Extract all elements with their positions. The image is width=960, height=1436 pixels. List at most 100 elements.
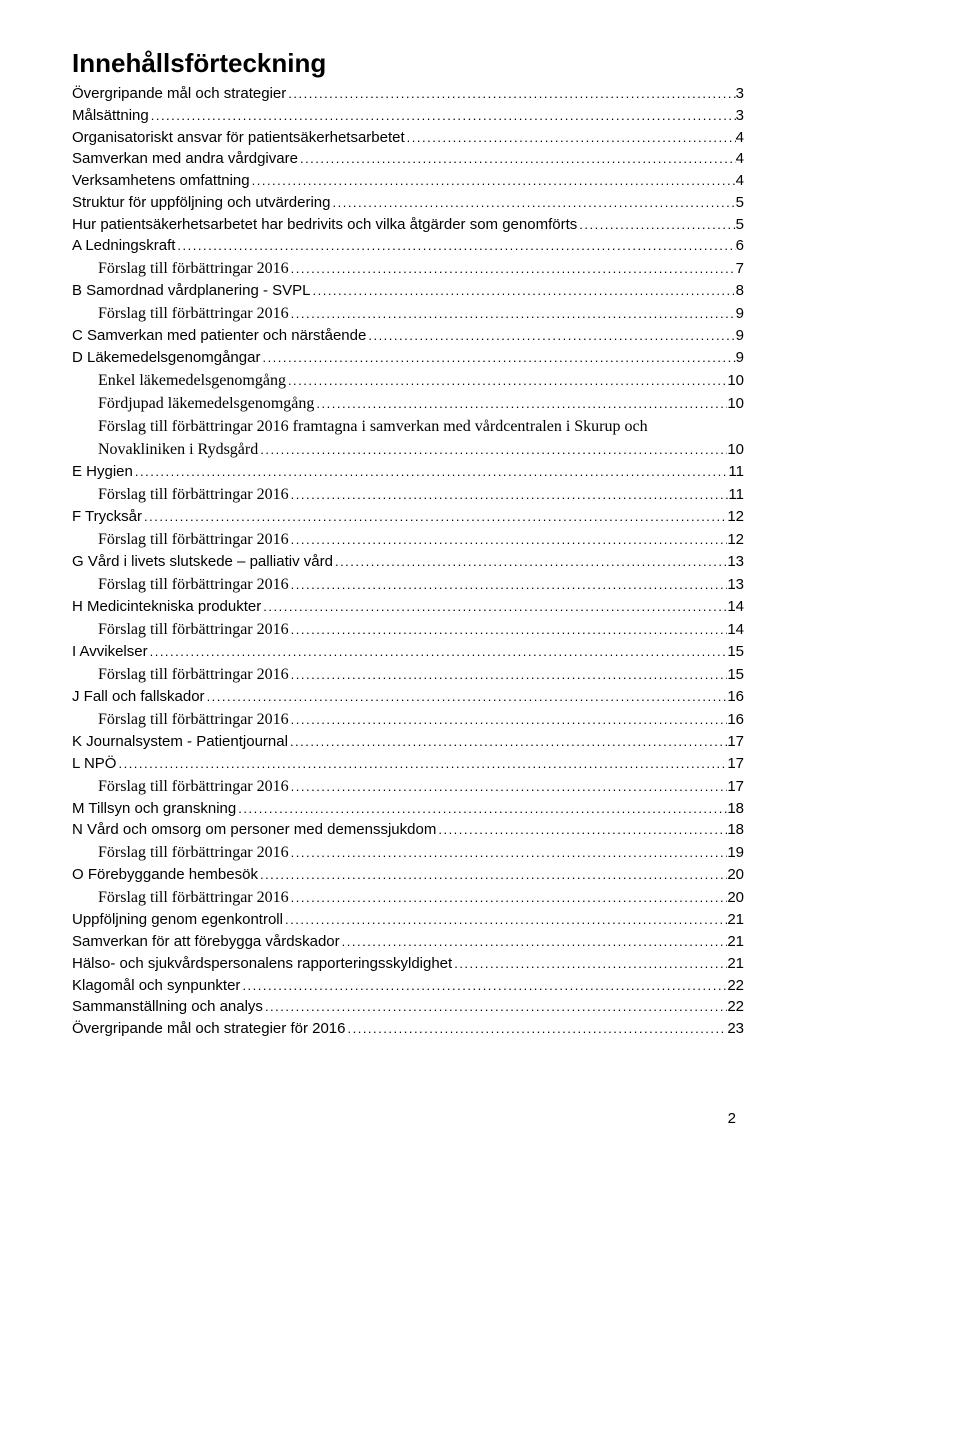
toc-page-number: 10 xyxy=(727,393,744,415)
toc-leader-dots xyxy=(148,643,728,662)
toc-page-number: 14 xyxy=(727,596,744,618)
toc-entry: Fördjupad läkemedelsgenomgång10 xyxy=(72,392,744,415)
toc-entry: Förslag till förbättringar 201615 xyxy=(72,663,744,686)
toc-entry: Klagomål och synpunkter22 xyxy=(72,975,744,997)
toc-text: N Vård och omsorg om personer med demens… xyxy=(72,819,436,841)
toc-entry: J Fall och fallskador 16 xyxy=(72,686,744,708)
toc-text: F Trycksår xyxy=(72,506,142,528)
toc-page-number: 17 xyxy=(727,753,744,775)
toc-text: G Vård i livets slutskede – palliativ vå… xyxy=(72,551,333,573)
toc-leader-dots xyxy=(263,998,727,1017)
toc-entry: L NPÖ 17 xyxy=(72,753,744,775)
toc-entry: Enkel läkemedelsgenomgång 10 xyxy=(72,369,744,392)
toc-page-number: 10 xyxy=(727,439,744,461)
toc-entry: Förslag till förbättringar 201617 xyxy=(72,775,744,798)
toc-page-number: 17 xyxy=(727,776,744,798)
toc-text: I Avvikelser xyxy=(72,641,148,663)
toc-page-number: 21 xyxy=(727,931,744,953)
toc-leader-dots xyxy=(289,711,728,730)
toc-entry: Förslag till förbättringar 20169 xyxy=(72,302,744,325)
toc-leader-dots xyxy=(577,216,735,235)
toc-entry: Förslag till förbättringar 201614 xyxy=(72,618,744,641)
toc-page-number: 3 xyxy=(736,105,744,127)
toc-leader-dots xyxy=(289,778,728,797)
toc-entry: Organisatoriskt ansvar för patientsäkerh… xyxy=(72,127,744,149)
toc-page-number: 21 xyxy=(727,909,744,931)
toc-text: Struktur för uppföljning och utvärdering xyxy=(72,192,330,214)
toc-entry: Förslag till förbättringar 201613 xyxy=(72,573,744,596)
toc-leader-dots xyxy=(286,85,735,104)
toc-page-number: 18 xyxy=(727,798,744,820)
toc-page-number: 9 xyxy=(736,347,744,369)
toc-page-number: 4 xyxy=(736,148,744,170)
toc-page-number: 3 xyxy=(736,83,744,105)
toc-leader-dots xyxy=(340,933,728,952)
toc-title: Innehållsförteckning xyxy=(72,48,744,79)
toc-leader-dots xyxy=(288,733,727,752)
toc-text: D Läkemedelsgenomgångar xyxy=(72,347,260,369)
toc-text: J Fall och fallskador xyxy=(72,686,205,708)
toc-text: Enkel läkemedelsgenomgång xyxy=(98,369,286,392)
document-page: Innehållsförteckning Övergripande mål oc… xyxy=(0,0,816,1175)
toc-text: M Tillsyn och granskning xyxy=(72,798,236,820)
toc-text: Samverkan för att förebygga vårdskador xyxy=(72,931,340,953)
toc-text: Förslag till förbättringar 2016 xyxy=(98,302,289,325)
toc-page-number: 12 xyxy=(727,529,744,551)
toc-page-number: 5 xyxy=(736,192,744,214)
toc-leader-dots xyxy=(260,349,735,368)
toc-page-number: 23 xyxy=(727,1018,744,1040)
toc-leader-dots xyxy=(286,372,727,391)
toc-leader-dots xyxy=(289,305,736,324)
toc-entry: Övergripande mål och strategier för 2016… xyxy=(72,1018,744,1040)
toc-text: H Medicintekniska produkter xyxy=(72,596,261,618)
toc-leader-dots xyxy=(250,172,736,191)
toc-text: Målsättning xyxy=(72,105,149,127)
toc-leader-dots xyxy=(366,327,735,346)
toc-page-number: 4 xyxy=(736,170,744,192)
toc-page-number: 20 xyxy=(727,887,744,909)
toc-page-number: 22 xyxy=(727,975,744,997)
toc-page-number: 20 xyxy=(727,864,744,886)
toc-entry: Samverkan med andra vårdgivare 4 xyxy=(72,148,744,170)
toc-page-number: 4 xyxy=(736,127,744,149)
toc-entry: G Vård i livets slutskede – palliativ vå… xyxy=(72,551,744,573)
toc-text: Förslag till förbättringar 2016 xyxy=(98,573,289,596)
toc-entry: C Samverkan med patienter och närstående… xyxy=(72,325,744,347)
toc-text: C Samverkan med patienter och närstående xyxy=(72,325,366,347)
toc-text: Verksamhetens omfattning xyxy=(72,170,250,192)
toc-page-number: 22 xyxy=(727,996,744,1018)
toc-entry: Struktur för uppföljning och utvärdering… xyxy=(72,192,744,214)
toc-leader-dots xyxy=(289,260,736,279)
toc-text: Förslag till förbättringar 2016 xyxy=(98,483,289,506)
toc-page-number: 16 xyxy=(727,709,744,731)
toc-entry: Målsättning 3 xyxy=(72,105,744,127)
toc-text: Hur patientsäkerhetsarbetet har bedrivit… xyxy=(72,214,577,236)
toc-text: Samverkan med andra vårdgivare xyxy=(72,148,298,170)
toc-text: O Förebyggande hembesök xyxy=(72,864,258,886)
toc-entry: B Samordnad vårdplanering - SVPL8 xyxy=(72,280,744,302)
toc-text: Förslag till förbättringar 2016 xyxy=(98,886,289,909)
toc-leader-dots xyxy=(289,531,728,550)
toc-entry: Förslag till förbättringar 201611 xyxy=(72,483,744,506)
toc-page-number: 16 xyxy=(727,686,744,708)
toc-leader-dots xyxy=(283,911,727,930)
toc-text: A Ledningskraft xyxy=(72,235,175,257)
toc-entry: D Läkemedelsgenomgångar 9 xyxy=(72,347,744,369)
toc-page-number: 21 xyxy=(727,953,744,975)
toc-leader-dots xyxy=(298,150,736,169)
toc-text: Förslag till förbättringar 2016 xyxy=(98,663,289,686)
toc-entry: Samverkan för att förebygga vårdskador 21 xyxy=(72,931,744,953)
toc-entry: Verksamhetens omfattning 4 xyxy=(72,170,744,192)
toc-entry: Förslag till förbättringar 20167 xyxy=(72,257,744,280)
toc-entry: F Trycksår12 xyxy=(72,506,744,528)
toc-entry: H Medicintekniska produkter 14 xyxy=(72,596,744,618)
toc-leader-dots xyxy=(175,237,735,256)
toc-leader-dots xyxy=(289,486,729,505)
toc-list: Övergripande mål och strategier3Målsättn… xyxy=(72,83,744,1040)
toc-text: Hälso- och sjukvårdspersonalens rapporte… xyxy=(72,953,452,975)
toc-leader-dots xyxy=(149,107,736,126)
toc-text: B Samordnad vårdplanering - SVPL xyxy=(72,280,310,302)
toc-entry: Hur patientsäkerhetsarbetet har bedrivit… xyxy=(72,214,744,236)
toc-text: L NPÖ xyxy=(72,753,116,775)
toc-page-number: 10 xyxy=(727,370,744,392)
